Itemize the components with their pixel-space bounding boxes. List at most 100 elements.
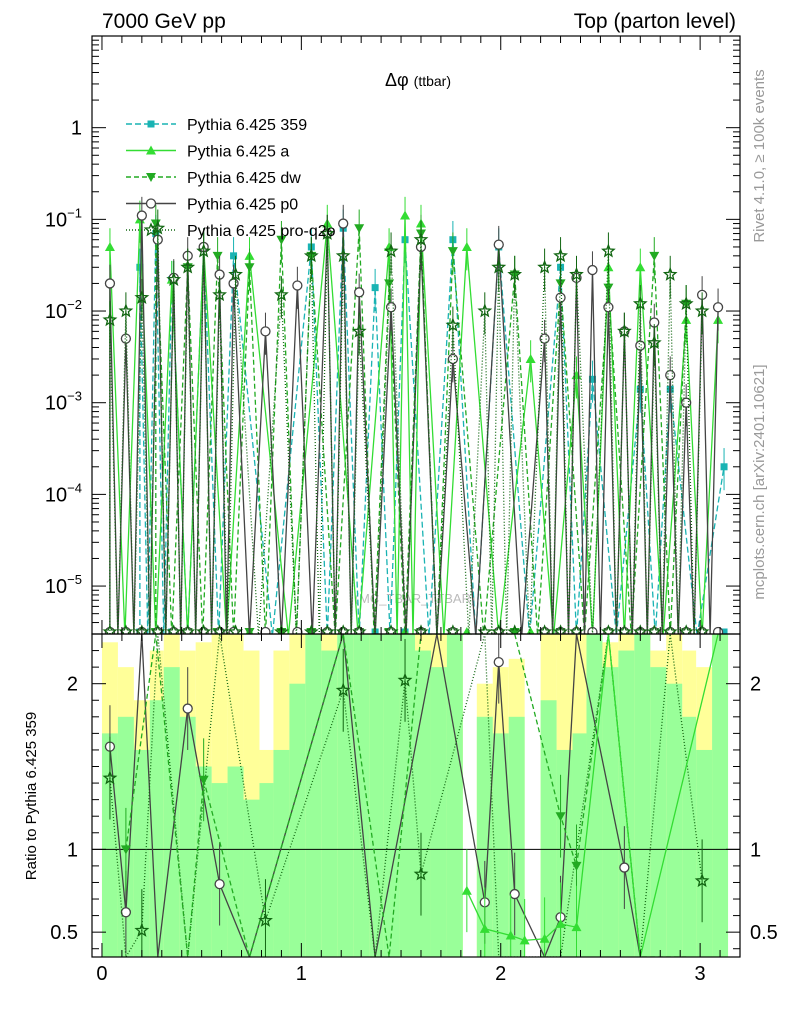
band-green-bin: [556, 749, 573, 957]
point-p0: [354, 287, 365, 298]
point-dw: [354, 224, 365, 234]
ratio-uncertainty-bands: [101, 634, 729, 957]
edge-marker-pro_q2o: [196, 624, 212, 634]
edge-marker-pro_q2o: [632, 624, 648, 634]
band-green-bin: [602, 667, 619, 957]
ratio-point-a: [461, 885, 472, 895]
point-a: [461, 241, 472, 251]
band-green-bin: [273, 749, 290, 957]
mcplots-label: mcplots.cern.ch [arXiv:2401.10621]: [751, 364, 768, 599]
header-right: Top (parton level): [574, 10, 736, 33]
edge-marker-pro_q2o: [413, 624, 429, 634]
legend-item-p0: Pythia 6.425 p0: [126, 197, 298, 214]
point-a: [104, 241, 115, 251]
point-pro_q2o: [335, 248, 351, 263]
edge-marker-pro_q2o: [166, 624, 182, 634]
band-green-bin: [650, 667, 667, 957]
point-dw: [447, 247, 458, 257]
point-dw: [649, 251, 660, 261]
point-pro_q2o: [569, 266, 584, 281]
ratio-point-p0: [182, 703, 193, 714]
legend-marker-pro_q2o: [143, 222, 159, 237]
point-s359: [636, 385, 644, 393]
ratio-line-a: [466, 634, 719, 957]
edge-marker-pro_q2o: [646, 624, 662, 634]
legend-label: Pythia 6.425 359: [187, 117, 307, 134]
band-green-bin: [337, 634, 354, 957]
edge-marker-p0: [292, 626, 303, 634]
point-pro_q2o: [646, 335, 662, 350]
ratio-point-p0: [214, 878, 225, 890]
ratio-series-dw: [120, 634, 687, 957]
edge-marker-pro_q2o: [445, 624, 461, 634]
ratio-point-a: [505, 930, 516, 940]
point-pro_q2o: [662, 266, 678, 281]
ratio-ytick-label-right: 2: [750, 674, 761, 696]
band-green-bin: [163, 667, 180, 957]
ratio-ytick-label-right: 1: [750, 839, 761, 861]
point-s359: [230, 252, 238, 260]
band-green-bin: [666, 683, 683, 957]
point-dw: [244, 263, 255, 273]
band-green-bin: [149, 700, 164, 957]
point-pro_q2o: [632, 295, 648, 311]
point-p0: [665, 369, 676, 381]
point-pro_q2o: [678, 296, 694, 311]
band-green-bin: [195, 766, 212, 957]
point-s359: [371, 284, 379, 292]
ratio-point-a: [519, 935, 530, 945]
point-pro_q2o: [694, 303, 710, 318]
point-pro_q2o: [228, 266, 243, 281]
ratio-line-p0: [109, 634, 641, 957]
band-green-bin: [227, 766, 244, 957]
series-line-pro_q2o: [109, 228, 703, 634]
xtick-label: 0: [96, 963, 107, 985]
point-pro_q2o: [351, 323, 367, 338]
edge-marker-pro_q2o: [180, 624, 196, 634]
ratio-point-a: [479, 923, 490, 933]
point-pro_q2o: [196, 243, 212, 258]
watermark-label: (MC_TBAR_TTBAR): [355, 591, 476, 606]
legend-marker-dw: [146, 173, 156, 182]
edge-marker-a: [526, 627, 535, 634]
ratio-point-a: [539, 933, 550, 943]
legend-label: Pythia 6.425 a: [187, 144, 289, 161]
edge-marker-pro_q2o: [662, 624, 678, 634]
ratio-point-p0: [509, 888, 520, 900]
edge-marker-pro_q2o: [507, 624, 523, 634]
main-series-group: [102, 196, 728, 634]
legend: Pythia 6.425 359 Pythia 6.425 a Pythia 6.4…: [126, 117, 336, 240]
edge-marker-pro_q2o: [102, 624, 118, 634]
point-p0: [136, 210, 147, 221]
band-green-bin: [712, 634, 729, 957]
ratio-ytick-label-left: 0.5: [50, 922, 78, 944]
point-pro_q2o: [383, 243, 399, 258]
ratio-point-p0: [619, 862, 630, 873]
xtick-label: 2: [495, 963, 506, 985]
band-green-bin: [476, 716, 493, 957]
point-pro_q2o: [553, 248, 569, 263]
ytick-label: 10−4: [45, 480, 82, 506]
edge-marker-pro_q2o: [351, 624, 367, 634]
edge-marker-pro_q2o: [694, 624, 710, 634]
point-pro_q2o: [180, 259, 196, 274]
edge-marker-pro_q2o: [491, 624, 507, 634]
band-green-bin: [430, 667, 447, 957]
band-green-bin: [634, 634, 651, 957]
point-pro_q2o: [601, 243, 616, 258]
point-pro_q2o: [274, 287, 289, 302]
ratio-series-a: [461, 634, 719, 957]
point-pro_q2o: [445, 317, 461, 332]
ratio-point-pro_q2o: [102, 770, 118, 785]
ratio-point-dw: [120, 845, 131, 855]
point-p0: [555, 292, 566, 303]
edge-marker-pro_q2o: [134, 624, 150, 634]
edge-marker-pro_q2o: [335, 624, 351, 634]
xtick-label: 3: [695, 963, 706, 985]
chart-title: Δφ (ttbar): [385, 70, 451, 90]
point-p0: [712, 302, 724, 313]
band-green-bin: [321, 650, 338, 957]
ratio-point-dw: [571, 861, 582, 871]
ratio-point-pro_q2o: [258, 912, 273, 927]
ratio-point-pro_q2o: [134, 922, 150, 937]
